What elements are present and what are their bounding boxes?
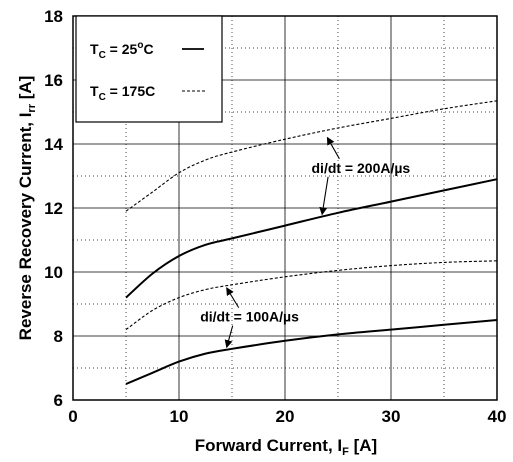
x-tick-label: 0 xyxy=(68,407,77,426)
series-line-4-solid xyxy=(125,319,498,385)
annotation-arrow-2-2 xyxy=(224,325,234,349)
y-tick-label: 18 xyxy=(44,7,63,26)
annotation-arrow-1-1 xyxy=(326,136,340,160)
y-tick-label: 6 xyxy=(54,391,63,410)
y-tick-label: 14 xyxy=(44,135,63,154)
y-tick-label: 12 xyxy=(44,199,63,218)
x-axis-title: Forward Current, IF [A] xyxy=(195,436,377,458)
x-tick-label: 30 xyxy=(382,407,401,426)
tick-labels: 0 10 20 30 40 6 8 10 12 14 16 18 xyxy=(44,7,506,426)
series-line-1-dashed xyxy=(125,100,498,212)
legend-box xyxy=(75,15,223,123)
y-tick-label: 16 xyxy=(44,71,63,90)
legend: TC = 25oC TC = 175C xyxy=(75,15,223,123)
series-layer xyxy=(125,100,498,385)
x-tick-label: 10 xyxy=(170,407,189,426)
y-tick-label: 10 xyxy=(44,263,63,282)
y-tick-label: 8 xyxy=(54,327,63,346)
annotations: di/dt = 200A/µs di/dt = 100A/µs xyxy=(200,136,411,349)
series-line-2-solid xyxy=(125,178,498,299)
legend-entry-175c: TC = 175C xyxy=(90,83,155,103)
annotation-arrow-2-1 xyxy=(226,287,240,308)
annotation-arrow-1-2 xyxy=(319,176,329,216)
x-tick-label: 20 xyxy=(276,407,295,426)
x-tick-label: 40 xyxy=(488,407,507,426)
annotation-label-1: di/dt = 200A/µs xyxy=(312,160,411,176)
y-axis-title: Reverse Recovery Current, Irr [A] xyxy=(16,76,38,341)
series-line-3-dashed xyxy=(125,260,498,331)
legend-entry-25c: TC = 25oC xyxy=(90,40,154,61)
plot-frame xyxy=(72,15,498,401)
annotation-label-2: di/dt = 100A/µs xyxy=(200,309,299,325)
